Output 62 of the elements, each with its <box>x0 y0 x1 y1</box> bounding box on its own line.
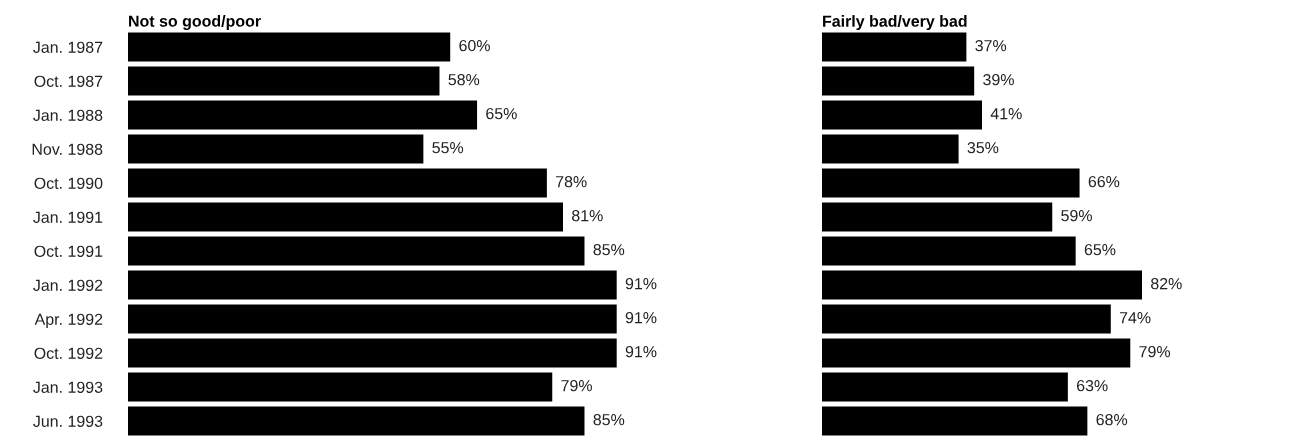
data-label: 91% <box>625 311 657 324</box>
bar <box>128 168 547 198</box>
data-label: 79% <box>1139 345 1171 358</box>
bar <box>822 270 1142 300</box>
y-tick-label: Apr. 1992 <box>34 313 103 329</box>
y-tick-label: Jan. 1992 <box>33 279 103 291</box>
bar <box>822 134 959 164</box>
data-label: 55% <box>432 142 464 154</box>
data-label: 66% <box>1088 175 1120 188</box>
data-label: 39% <box>983 73 1014 86</box>
y-tick-label: Oct. 1990 <box>34 177 103 189</box>
data-label: 78% <box>556 175 587 188</box>
y-tick-label: Oct. 1987 <box>34 75 103 87</box>
bar <box>128 66 440 96</box>
y-tick-label: Jun. 1993 <box>33 415 103 427</box>
data-label: 79% <box>561 379 592 392</box>
bar <box>128 134 424 164</box>
bar <box>822 304 1111 334</box>
data-label: 74% <box>1119 312 1151 324</box>
data-label: 85% <box>593 413 625 426</box>
bar <box>128 236 585 266</box>
y-tick-label: Jan. 1993 <box>33 381 103 393</box>
y-tick-label: Jan. 1991 <box>33 211 103 223</box>
y-tick-label: Oct. 1992 <box>34 347 103 359</box>
data-label: 81% <box>572 209 603 222</box>
y-tick-label: Oct. 1991 <box>34 245 103 257</box>
bar <box>822 168 1080 198</box>
y-tick-label: Jan. 1988 <box>33 109 103 121</box>
data-label: 59% <box>1061 209 1092 222</box>
data-label: 63% <box>1077 379 1108 392</box>
bar <box>822 66 975 96</box>
bar <box>822 338 1131 368</box>
bar <box>822 372 1068 402</box>
chart-title: Fairly bad/very bad <box>823 15 967 30</box>
bar <box>128 338 617 368</box>
y-tick-label: Jan. 1987 <box>33 41 103 53</box>
bar <box>822 236 1076 266</box>
data-label: 82% <box>1151 277 1182 290</box>
data-label: 65% <box>1084 243 1116 256</box>
data-label: 37% <box>975 39 1007 52</box>
bar <box>128 202 563 232</box>
y-tick-label: Nov. 1988 <box>32 143 103 155</box>
data-label: 58% <box>448 73 480 86</box>
data-label: 68% <box>1096 413 1128 426</box>
data-label: 91% <box>625 277 657 290</box>
bar <box>822 100 982 130</box>
data-label: 35% <box>967 141 999 154</box>
bar <box>822 32 967 62</box>
bar <box>128 270 617 300</box>
bar <box>128 100 478 130</box>
bar <box>128 406 585 436</box>
bar <box>822 202 1053 232</box>
bar <box>128 372 553 402</box>
data-label: 60% <box>459 39 490 52</box>
data-label: 91% <box>625 345 657 358</box>
data-label: 85% <box>593 243 625 256</box>
data-label: 41% <box>990 108 1022 120</box>
bar <box>128 32 451 62</box>
bar <box>128 304 617 334</box>
data-label: 65% <box>486 107 517 120</box>
chart-title: Not so good/poor <box>129 15 261 30</box>
bar <box>822 406 1088 436</box>
